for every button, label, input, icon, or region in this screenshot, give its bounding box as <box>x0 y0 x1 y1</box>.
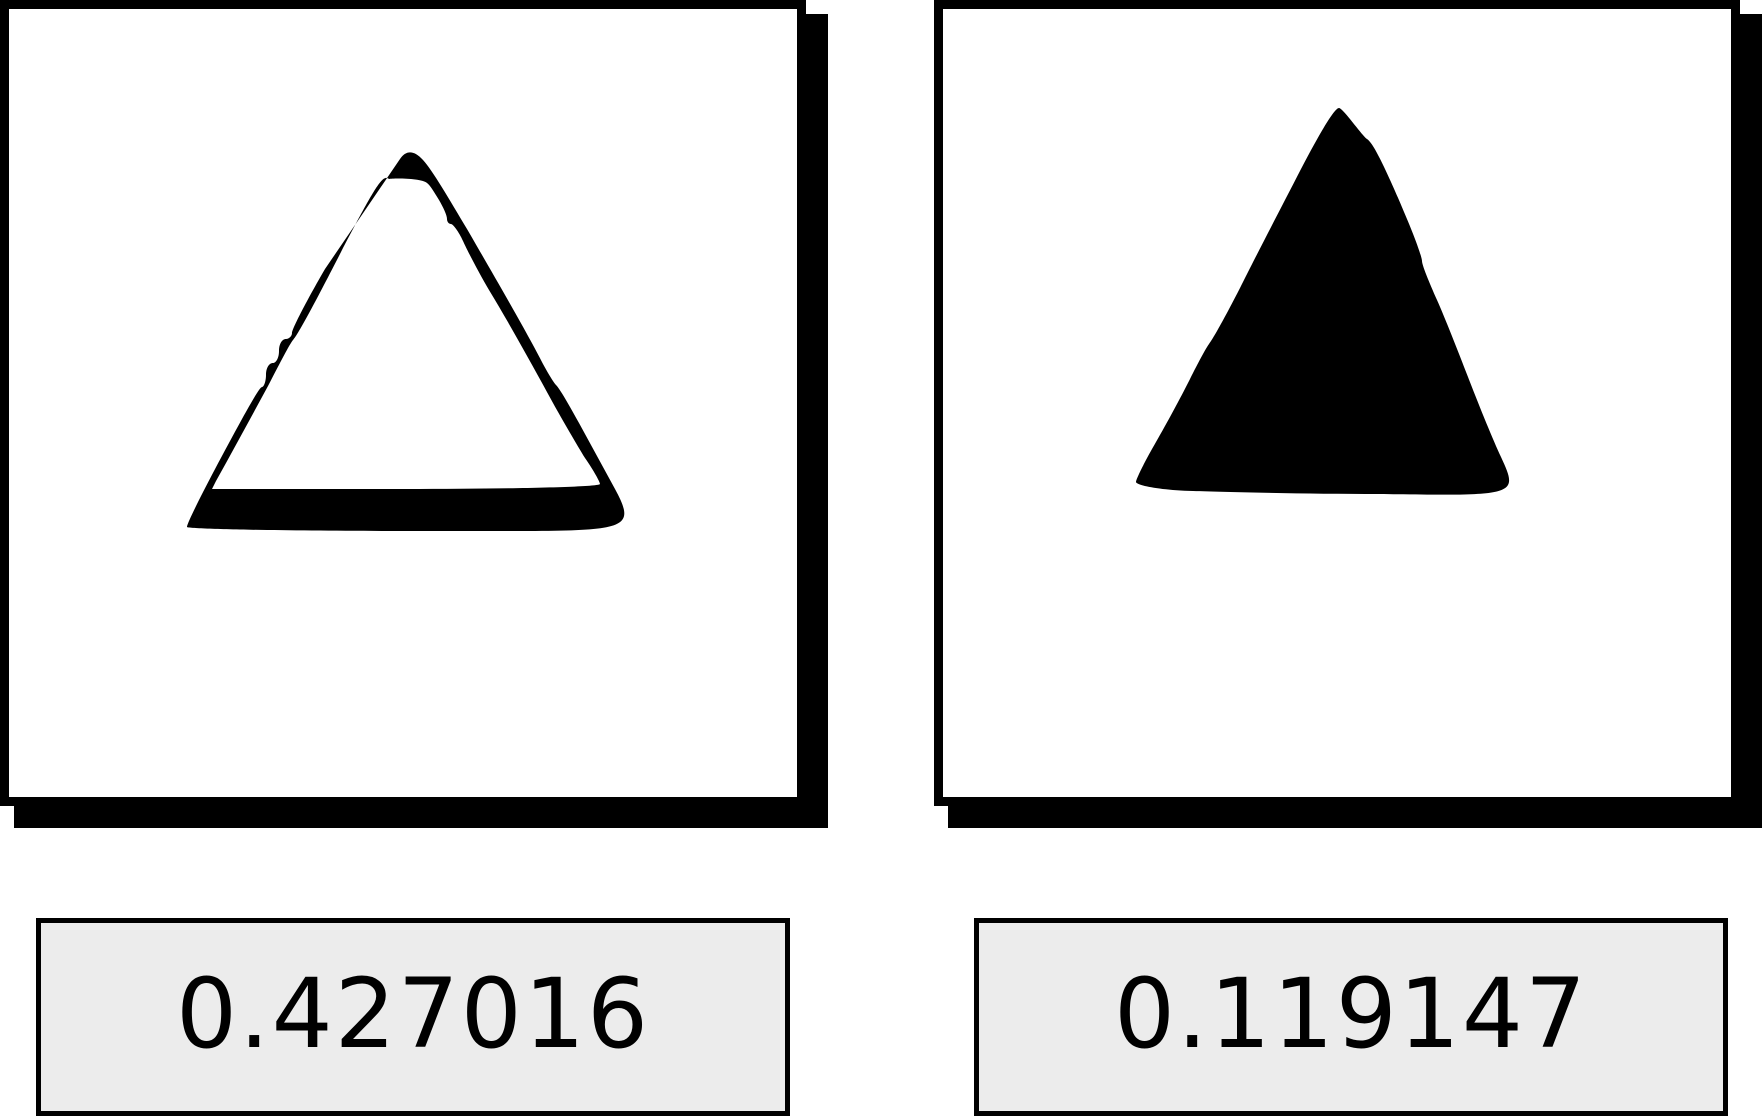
score-box-right: 0.119147 <box>974 918 1728 1116</box>
image-card <box>0 0 806 806</box>
filled-triangle-icon <box>1136 108 1510 495</box>
score-box-left: 0.427016 <box>36 918 790 1116</box>
left-image-panel <box>0 0 830 830</box>
image-card <box>934 0 1740 806</box>
right-image-panel <box>934 0 1764 830</box>
score-value: 0.427016 <box>175 958 651 1070</box>
score-value: 0.119147 <box>1113 958 1589 1070</box>
outlined-triangle-icon <box>187 152 625 531</box>
